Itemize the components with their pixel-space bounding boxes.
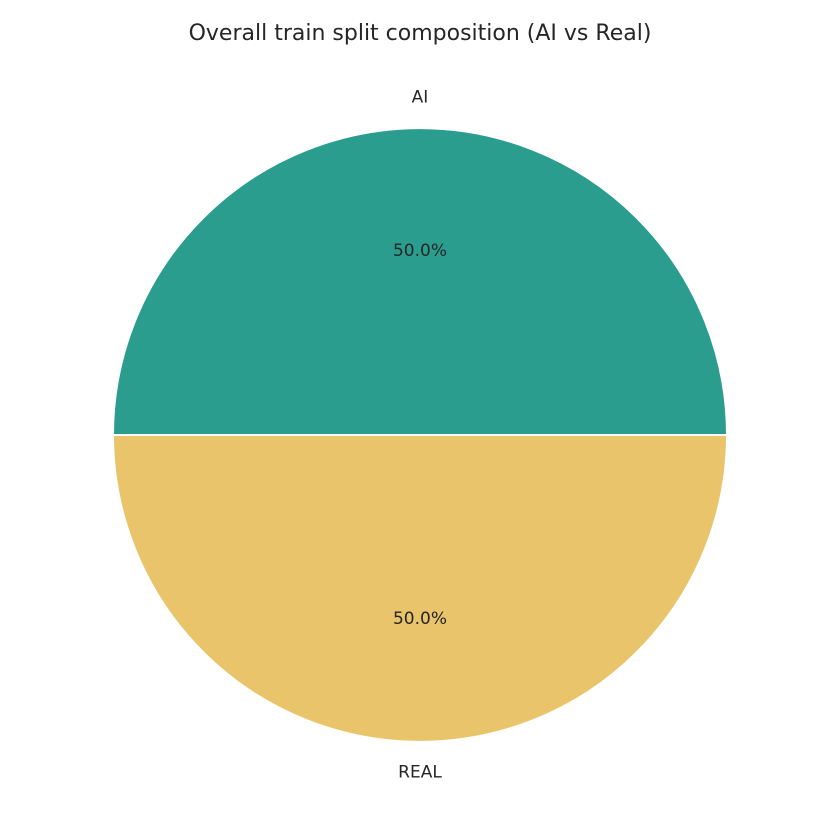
slice-percent-real: 50.0% (393, 609, 447, 629)
slice-percent-ai: 50.0% (393, 241, 447, 261)
slice-label-real: REAL (398, 763, 442, 783)
pie-slice-real (111, 434, 729, 743)
pie-labels: AI 50.0% REAL 50.0% (393, 87, 447, 782)
pie-slice-ai (111, 127, 729, 436)
chart-title: Overall train split composition (AI vs R… (189, 21, 652, 46)
pie-slices (111, 127, 729, 743)
slice-label-ai: AI (412, 87, 429, 107)
